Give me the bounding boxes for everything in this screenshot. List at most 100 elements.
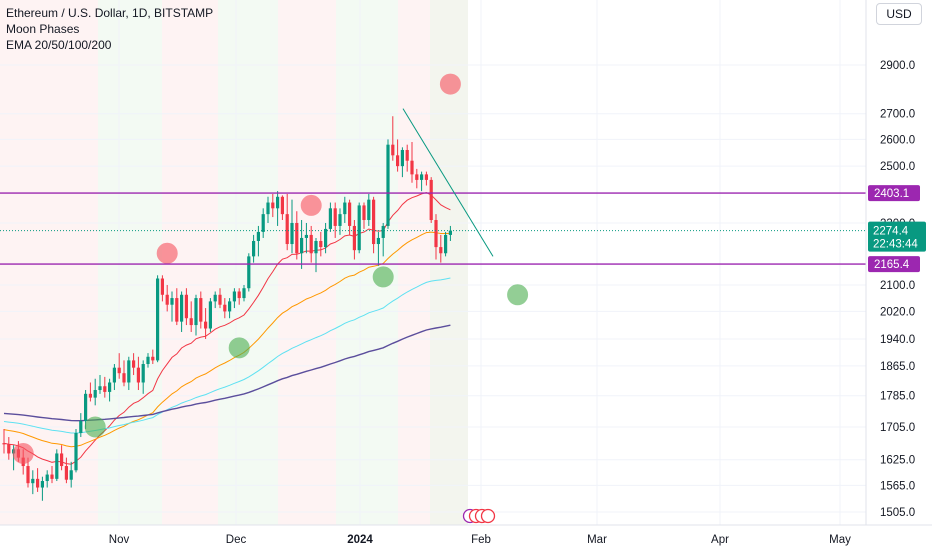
currency-selector-button[interactable]: USD xyxy=(876,3,922,25)
price-tick-label: 2100.0 xyxy=(880,280,915,292)
candle-body xyxy=(285,214,289,245)
candle-body xyxy=(26,466,30,484)
price-tick-label: 2020.0 xyxy=(880,306,915,318)
full-moon-marker xyxy=(12,442,34,464)
candle-body xyxy=(396,155,400,167)
candle-body xyxy=(151,356,155,361)
candle-body xyxy=(319,240,323,248)
candle-body xyxy=(381,225,385,238)
full-moon-marker xyxy=(156,242,178,264)
candle-body xyxy=(74,432,78,471)
last-price-badge xyxy=(868,221,926,252)
candle-body xyxy=(7,444,11,454)
candle-body xyxy=(372,199,376,245)
candle-body xyxy=(50,474,54,479)
candle-body xyxy=(156,278,160,361)
candle-body xyxy=(31,478,35,484)
level-price-badge-text: 2165.4 xyxy=(874,259,910,271)
candle-body xyxy=(60,453,64,467)
session-band xyxy=(0,0,98,525)
candle-body xyxy=(338,214,342,226)
candle-body xyxy=(242,288,246,299)
full-moon-marker xyxy=(300,194,322,216)
candle-body xyxy=(410,160,414,175)
candle-body xyxy=(160,278,164,295)
candle-body xyxy=(2,443,6,445)
candle-body xyxy=(376,237,380,245)
candle-body xyxy=(276,196,280,209)
candle-body xyxy=(223,304,227,312)
candle-body xyxy=(112,367,116,383)
candle-body xyxy=(434,220,438,248)
candle-body xyxy=(146,356,150,365)
candle-body xyxy=(400,149,404,167)
candle-body xyxy=(136,367,140,383)
candle-body xyxy=(127,360,131,383)
price-tick-label: 1505.0 xyxy=(880,507,915,519)
candle-body xyxy=(324,228,328,248)
grid xyxy=(0,0,866,525)
price-tick-label: 2500.0 xyxy=(880,161,915,173)
candle-body xyxy=(295,222,299,254)
candle-body xyxy=(252,240,256,257)
price-tick-label: 1940.0 xyxy=(880,334,915,346)
price-tick-label: 2600.0 xyxy=(880,134,915,146)
economic-event-icon[interactable] xyxy=(480,508,496,524)
time-tick-label: Mar xyxy=(587,534,607,546)
symbol-title[interactable]: Ethereum / U.S. Dollar, 1D, BITSTAMP xyxy=(6,6,214,20)
candle-body xyxy=(357,205,361,251)
trendline[interactable] xyxy=(402,108,494,257)
candle-body xyxy=(218,294,222,305)
candle-body xyxy=(98,386,102,391)
candle-body xyxy=(232,291,236,302)
chart-legend: Ethereum / U.S. Dollar, 1D, BITSTAMP Moo… xyxy=(6,5,213,53)
new-moon-marker xyxy=(507,284,529,306)
candle-body xyxy=(175,298,179,322)
price-tick-label: 2900.0 xyxy=(880,60,915,72)
new-moon-marker xyxy=(84,416,106,438)
candle-body xyxy=(352,225,356,251)
level-price-badge xyxy=(868,256,920,273)
candle-body xyxy=(180,294,184,322)
candle-body xyxy=(300,237,304,254)
candle-body xyxy=(424,174,428,180)
candle-body xyxy=(165,294,169,305)
candle-body xyxy=(314,240,318,254)
candle-body xyxy=(228,301,232,312)
new-moon-marker xyxy=(372,266,394,288)
session-band xyxy=(278,0,336,525)
candle-body xyxy=(79,421,83,433)
session-band xyxy=(336,0,398,525)
time-tick-label: May xyxy=(829,534,851,546)
candle-body xyxy=(420,174,424,180)
candle-body xyxy=(40,481,44,488)
time-tick-label: 2024 xyxy=(347,534,373,546)
candle-body xyxy=(189,318,193,326)
ema-100-line xyxy=(3,277,451,434)
candle-body xyxy=(333,208,337,226)
candle-body xyxy=(204,321,208,329)
candle-body xyxy=(208,301,212,329)
price-tick-label: 1705.0 xyxy=(880,422,915,434)
candle-body xyxy=(199,298,203,322)
ema-200-line xyxy=(3,324,451,422)
ema-indicator-label[interactable]: EMA 20/50/100/200 xyxy=(6,38,112,52)
candle-body xyxy=(448,230,452,235)
price-axis-panel xyxy=(866,0,932,550)
candle-body xyxy=(444,234,448,254)
candle-body xyxy=(55,453,59,479)
candle-body xyxy=(290,222,294,245)
candle-body xyxy=(141,364,145,383)
new-moon-marker xyxy=(228,337,250,359)
candle-body xyxy=(45,474,49,482)
candle-body xyxy=(261,214,265,232)
ema-50-line xyxy=(3,231,451,448)
time-tick-label: Dec xyxy=(226,534,247,546)
drawing-lines[interactable] xyxy=(0,108,866,265)
candle-body xyxy=(132,360,136,368)
candle-body xyxy=(362,205,366,221)
session-background xyxy=(0,0,468,525)
moon-phases-indicator-label[interactable]: Moon Phases xyxy=(6,22,80,36)
